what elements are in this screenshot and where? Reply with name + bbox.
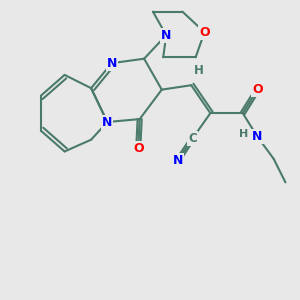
Text: N: N [173, 154, 183, 167]
Text: N: N [161, 29, 171, 42]
Text: O: O [199, 26, 210, 39]
Text: N: N [252, 130, 263, 143]
Text: O: O [133, 142, 143, 155]
Text: N: N [106, 57, 117, 70]
Text: C: C [188, 132, 197, 145]
Text: O: O [252, 83, 263, 96]
Text: N: N [102, 116, 112, 128]
Text: H: H [239, 129, 248, 139]
Text: H: H [194, 64, 203, 77]
